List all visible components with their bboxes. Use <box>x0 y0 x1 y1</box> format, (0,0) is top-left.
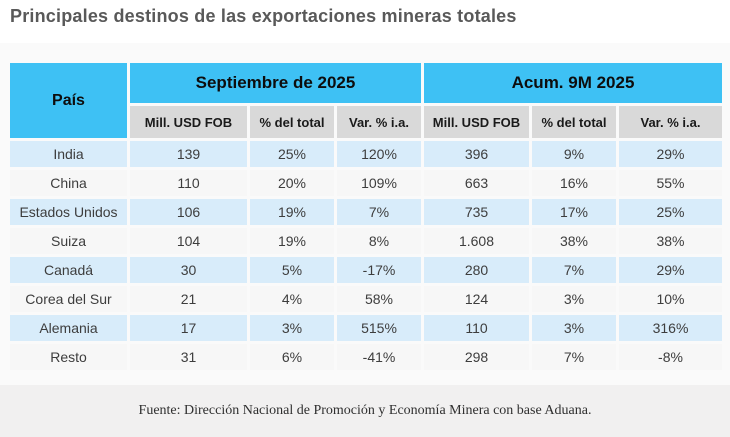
value-cell: 110 <box>130 170 247 196</box>
country-cell: Alemania <box>10 315 127 341</box>
value-cell: 7% <box>337 199 421 225</box>
value-cell: 735 <box>424 199 529 225</box>
value-cell: 25% <box>619 199 722 225</box>
value-cell: 19% <box>250 228 334 254</box>
value-cell: 3% <box>532 315 616 341</box>
value-cell: 109% <box>337 170 421 196</box>
value-cell: 55% <box>619 170 722 196</box>
value-cell: 106 <box>130 199 247 225</box>
value-cell: 31 <box>130 344 247 370</box>
value-cell: 8% <box>337 228 421 254</box>
value-cell: 29% <box>619 141 722 167</box>
value-cell: -41% <box>337 344 421 370</box>
value-cell: 58% <box>337 286 421 312</box>
value-cell: 515% <box>337 315 421 341</box>
value-cell: 10% <box>619 286 722 312</box>
country-cell: Corea del Sur <box>10 286 127 312</box>
value-cell: 29% <box>619 257 722 283</box>
country-cell: China <box>10 170 127 196</box>
value-cell: 17% <box>532 199 616 225</box>
value-cell: 38% <box>619 228 722 254</box>
country-cell: Resto <box>10 344 127 370</box>
value-cell: 280 <box>424 257 529 283</box>
value-cell: 9% <box>532 141 616 167</box>
value-cell: 663 <box>424 170 529 196</box>
value-cell: 7% <box>532 344 616 370</box>
value-cell: 3% <box>250 315 334 341</box>
column-header-pais: País <box>10 63 127 138</box>
column-header-acum-var-pct-ia: Var. % i.a. <box>619 106 722 138</box>
country-cell: Estados Unidos <box>10 199 127 225</box>
value-cell: 25% <box>250 141 334 167</box>
footer-band: Fuente: Dirección Nacional de Promoción … <box>0 385 730 437</box>
value-cell: 19% <box>250 199 334 225</box>
value-cell: 20% <box>250 170 334 196</box>
value-cell: 1.608 <box>424 228 529 254</box>
column-header-sep-mill-usd-fob: Mill. USD FOB <box>130 106 247 138</box>
value-cell: -8% <box>619 344 722 370</box>
value-cell: 139 <box>130 141 247 167</box>
value-cell: 124 <box>424 286 529 312</box>
value-cell: 21 <box>130 286 247 312</box>
country-cell: Canadá <box>10 257 127 283</box>
value-cell: 120% <box>337 141 421 167</box>
column-header-acum-mill-usd-fob: Mill. USD FOB <box>424 106 529 138</box>
page-title: Principales destinos de las exportacione… <box>10 6 517 26</box>
value-cell: 316% <box>619 315 722 341</box>
value-cell: 17 <box>130 315 247 341</box>
value-cell: 16% <box>532 170 616 196</box>
column-group-septiembre-2025: Septiembre de 2025 <box>130 63 421 103</box>
value-cell: 4% <box>250 286 334 312</box>
value-cell: 38% <box>532 228 616 254</box>
value-cell: 396 <box>424 141 529 167</box>
source-note: Fuente: Dirección Nacional de Promoción … <box>138 403 592 418</box>
exports-table: País Septiembre de 2025 Acum. 9M 2025 Mi… <box>10 63 722 370</box>
country-cell: Suiza <box>10 228 127 254</box>
value-cell: 5% <box>250 257 334 283</box>
column-group-acum-9m-2025: Acum. 9M 2025 <box>424 63 722 103</box>
value-cell: 298 <box>424 344 529 370</box>
value-cell: 104 <box>130 228 247 254</box>
value-cell: 6% <box>250 344 334 370</box>
column-header-acum-pct-del-total: % del total <box>532 106 616 138</box>
column-header-sep-var-pct-ia: Var. % i.a. <box>337 106 421 138</box>
value-cell: 7% <box>532 257 616 283</box>
value-cell: 110 <box>424 315 529 341</box>
country-cell: India <box>10 141 127 167</box>
value-cell: -17% <box>337 257 421 283</box>
value-cell: 30 <box>130 257 247 283</box>
value-cell: 3% <box>532 286 616 312</box>
column-header-sep-pct-del-total: % del total <box>250 106 334 138</box>
